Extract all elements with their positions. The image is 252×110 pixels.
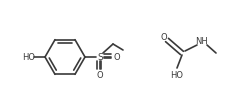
Text: HO: HO — [170, 71, 183, 80]
Text: NH: NH — [195, 37, 208, 46]
Text: S: S — [97, 52, 103, 61]
Text: O: O — [160, 34, 167, 42]
Text: HO: HO — [22, 52, 35, 61]
Text: O: O — [113, 52, 120, 61]
Text: O: O — [96, 72, 103, 81]
